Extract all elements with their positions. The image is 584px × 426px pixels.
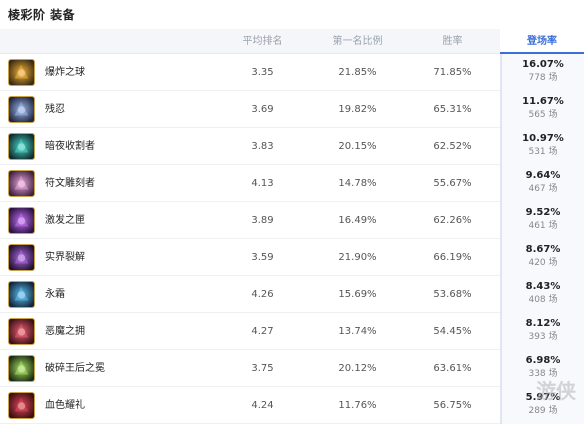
pick-rate-cell: 9.64% 467 场 — [500, 165, 584, 202]
item-name[interactable]: 符文雕刻者 — [45, 178, 95, 189]
avg-rank-value: 4.26 — [251, 289, 274, 300]
pick-rate-value: 9.64% — [525, 170, 561, 181]
win-rate-value: 71.85% — [433, 67, 472, 78]
item-name[interactable]: 激发之匣 — [45, 215, 85, 226]
pick-rate-cell: 8.67% 420 场 — [500, 239, 584, 276]
win-rate-value: 62.26% — [433, 215, 472, 226]
games-count: 408 场 — [528, 295, 558, 305]
table-row[interactable]: 破碎王后之冕 3.75 20.12% 63.61% 6.98% 338 场 — [0, 350, 584, 387]
table-row[interactable]: 残忍 3.69 19.82% 65.31% 11.67% 565 场 — [0, 91, 584, 128]
games-count: 289 场 — [528, 406, 558, 416]
top-rate-value: 21.85% — [338, 67, 377, 78]
avg-rank-value: 3.35 — [251, 67, 274, 78]
header-pick-rate[interactable]: 登场率 — [500, 29, 584, 54]
pick-rate-cell: 11.67% 565 场 — [500, 91, 584, 128]
pick-rate-cell: 8.12% 393 场 — [500, 313, 584, 350]
table-row[interactable]: 血色耀礼 4.24 11.76% 56.75% 5.97% 289 场 — [0, 387, 584, 424]
explosive-orb-icon — [8, 59, 35, 86]
top-rate-value: 15.69% — [338, 289, 377, 300]
pick-rate-cell: 16.07% 778 场 — [500, 54, 584, 91]
top-rate-value: 21.90% — [338, 252, 377, 263]
win-rate-value: 62.52% — [433, 141, 472, 152]
rune-carver-icon — [8, 170, 35, 197]
demonic-embrace-icon — [8, 318, 35, 345]
table-row[interactable]: 永霜 4.26 15.69% 53.68% 8.43% 408 场 — [0, 276, 584, 313]
items-table: 平均排名 第一名比例 胜率 登场率 爆炸之球 3.35 21.85% 71.85… — [0, 29, 584, 424]
item-name[interactable]: 残忍 — [45, 104, 65, 115]
item-name[interactable]: 实界裂解 — [45, 252, 85, 263]
table-header: 平均排名 第一名比例 胜率 登场率 — [0, 29, 584, 54]
win-rate-value: 65.31% — [433, 104, 472, 115]
pick-rate-value: 5.97% — [525, 392, 561, 403]
top-rate-value: 20.15% — [338, 141, 377, 152]
table-body: 爆炸之球 3.35 21.85% 71.85% 16.07% 778 场 残忍 … — [0, 54, 584, 424]
item-name[interactable]: 暗夜收割者 — [45, 141, 95, 152]
top-rate-value: 16.49% — [338, 215, 377, 226]
top-rate-value: 14.78% — [338, 178, 377, 189]
table-row[interactable]: 符文雕刻者 4.13 14.78% 55.67% 9.64% 467 场 — [0, 165, 584, 202]
avg-rank-value: 4.27 — [251, 326, 274, 337]
pick-rate-value: 11.67% — [522, 96, 564, 107]
pick-rate-value: 8.43% — [525, 281, 561, 292]
pick-rate-value: 16.07% — [522, 59, 564, 70]
avg-rank-value: 3.75 — [251, 363, 274, 374]
item-name[interactable]: 永霜 — [45, 289, 65, 300]
games-count: 565 场 — [528, 110, 558, 120]
crimson-ritual-icon — [8, 392, 35, 419]
table-row[interactable]: 激发之匣 3.89 16.49% 62.26% 9.52% 461 场 — [0, 202, 584, 239]
games-count: 420 场 — [528, 258, 558, 268]
games-count: 467 场 — [528, 184, 558, 194]
header-win-rate[interactable]: 胜率 — [442, 36, 463, 47]
excitation-box-icon — [8, 207, 35, 234]
games-count: 778 场 — [528, 73, 558, 83]
games-count: 393 场 — [528, 332, 558, 342]
games-count: 338 场 — [528, 369, 558, 379]
table-row[interactable]: 暗夜收割者 3.83 20.15% 62.52% 10.97% 531 场 — [0, 128, 584, 165]
pick-rate-value: 8.67% — [525, 244, 561, 255]
top-rate-value: 20.12% — [338, 363, 377, 374]
pick-rate-cell: 8.43% 408 场 — [500, 276, 584, 313]
avg-rank-value: 4.24 — [251, 400, 274, 411]
games-count: 531 场 — [528, 147, 558, 157]
avg-rank-value: 3.59 — [251, 252, 274, 263]
pick-rate-value: 10.97% — [522, 133, 564, 144]
night-harvester-icon — [8, 133, 35, 160]
everfrost-icon — [8, 281, 35, 308]
avg-rank-value: 3.89 — [251, 215, 274, 226]
top-rate-value: 11.76% — [338, 400, 377, 411]
watermark: 游侠 — [536, 379, 576, 403]
page-title: 棱彩阶 装备 — [8, 8, 76, 22]
item-name[interactable]: 血色耀礼 — [45, 400, 85, 411]
avg-rank-value: 4.13 — [251, 178, 274, 189]
win-rate-value: 66.19% — [433, 252, 472, 263]
games-count: 461 场 — [528, 221, 558, 231]
table-row[interactable]: 实界裂解 3.59 21.90% 66.19% 8.67% 420 场 — [0, 239, 584, 276]
reality-rift-icon — [8, 244, 35, 271]
item-name[interactable]: 恶魔之拥 — [45, 326, 85, 337]
pick-rate-value: 9.52% — [525, 207, 561, 218]
avg-rank-value: 3.83 — [251, 141, 274, 152]
win-rate-value: 56.75% — [433, 400, 472, 411]
pick-rate-cell: 9.52% 461 场 — [500, 202, 584, 239]
pick-rate-cell: 5.97% 289 场 — [500, 387, 584, 424]
cruelty-icon — [8, 96, 35, 123]
table-row[interactable]: 恶魔之拥 4.27 13.74% 54.45% 8.12% 393 场 — [0, 313, 584, 350]
win-rate-value: 54.45% — [433, 326, 472, 337]
pick-rate-cell: 6.98% 338 场 — [500, 350, 584, 387]
top-rate-value: 13.74% — [338, 326, 377, 337]
pick-rate-cell: 10.97% 531 场 — [500, 128, 584, 165]
pick-rate-value: 8.12% — [525, 318, 561, 329]
item-name[interactable]: 破碎王后之冕 — [45, 363, 105, 374]
item-name[interactable]: 爆炸之球 — [45, 67, 85, 78]
shattered-queen-crown-icon — [8, 355, 35, 382]
win-rate-value: 55.67% — [433, 178, 472, 189]
avg-rank-value: 3.69 — [251, 104, 274, 115]
win-rate-value: 53.68% — [433, 289, 472, 300]
table-row[interactable]: 爆炸之球 3.35 21.85% 71.85% 16.07% 778 场 — [0, 54, 584, 91]
pick-rate-value: 6.98% — [525, 355, 561, 366]
top-rate-value: 19.82% — [338, 104, 377, 115]
header-avg-rank[interactable]: 平均排名 — [242, 36, 283, 47]
win-rate-value: 63.61% — [433, 363, 472, 374]
header-top-rate[interactable]: 第一名比例 — [332, 36, 383, 47]
